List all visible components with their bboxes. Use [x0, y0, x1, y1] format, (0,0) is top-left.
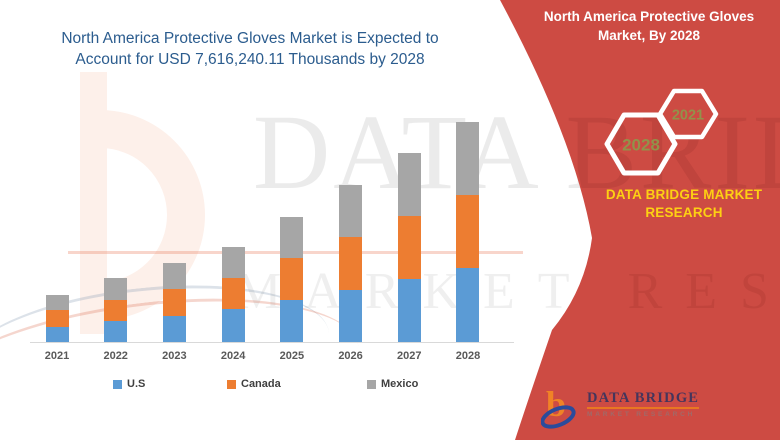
bar-segment-mexico-2027	[397, 153, 421, 217]
bar-2028	[456, 122, 480, 342]
logo-underline-icon	[587, 407, 700, 409]
bar-segment-us-2028	[456, 268, 480, 342]
bar-segment-canada-2024	[221, 278, 245, 310]
chart-title: North America Protective Gloves Market i…	[15, 28, 485, 70]
bar-segment-mexico-2021	[45, 295, 69, 311]
bar-segment-canada-2026	[339, 237, 363, 291]
bar-segment-us-2024	[221, 309, 245, 342]
bar-segment-canada-2021	[45, 310, 69, 328]
legend-swatch-icon	[367, 379, 376, 389]
data-bridge-logo-icon: b	[541, 384, 576, 429]
bar-segment-us-2027	[397, 279, 421, 342]
bar-segment-canada-2028	[456, 195, 480, 268]
x-axis-label-2022: 2022	[103, 350, 128, 362]
bar-segment-mexico-2022	[104, 278, 128, 301]
bar-2023	[162, 263, 186, 342]
bar-2026	[339, 185, 363, 342]
legend-swatch-icon	[227, 379, 236, 389]
bar-segment-us-2025	[280, 300, 304, 342]
x-axis-label-2023: 2023	[162, 350, 187, 362]
hexagon-2028-label: 2028	[622, 136, 660, 155]
x-axis-label-2028: 2028	[455, 350, 481, 362]
legend-label: Mexico	[381, 378, 419, 390]
bar-segment-us-2026	[339, 290, 363, 342]
svg-text:b: b	[546, 384, 566, 424]
bar-segment-us-2022	[104, 321, 128, 342]
bar-2027	[397, 153, 421, 342]
brand-name-line1: DATA BRIDGE MARKET	[605, 187, 763, 202]
bar-segment-mexico-2023	[162, 263, 186, 290]
legend-item-us: U.S	[113, 378, 145, 390]
chart-title-line1: North America Protective Gloves Market i…	[61, 30, 439, 47]
logo-subtitle: MARKET RESEARCH	[587, 411, 696, 418]
legend-label: Canada	[241, 378, 281, 390]
x-axis-label-2027: 2027	[397, 350, 422, 362]
legend-swatch-icon	[113, 379, 122, 389]
bar-2024	[221, 247, 245, 342]
bar-segment-us-2021	[45, 327, 69, 342]
bar-segment-canada-2027	[397, 216, 421, 280]
bar-segment-mexico-2025	[280, 217, 304, 259]
legend-item-mexico: Mexico	[367, 378, 418, 390]
bar-segment-canada-2025	[280, 258, 304, 301]
x-axis-label-2026: 2026	[338, 350, 363, 362]
hexagon-2021-label: 2021	[672, 108, 704, 124]
footer-logo: b DATA BRIDGE MARKET RESEARCH	[541, 383, 700, 429]
x-axis-label-2025: 2025	[279, 350, 305, 362]
bar-2021	[45, 295, 69, 342]
bar-2025	[280, 217, 304, 342]
legend-item-canada: Canada	[227, 378, 281, 390]
x-axis-label-2024: 2024	[220, 350, 246, 362]
bar-segment-canada-2023	[162, 289, 186, 317]
logo-wordmark: DATA BRIDGE	[587, 390, 700, 406]
bar-segment-canada-2022	[104, 300, 128, 322]
chart-title-line2: Account for USD 7,616,240.11 Thousands b…	[75, 51, 425, 68]
brand-name-line2: RESEARCH	[645, 204, 723, 220]
x-axis-label-2021: 2021	[44, 350, 70, 362]
brand-name: DATA BRIDGE MARKET RESEARCH	[598, 186, 770, 221]
bar-segment-mexico-2024	[221, 247, 245, 279]
legend-label: U.S	[127, 378, 146, 390]
x-axis-line	[30, 342, 514, 343]
bar-2022	[104, 278, 128, 342]
bar-segment-mexico-2026	[339, 185, 363, 238]
bar-segment-us-2023	[162, 316, 186, 342]
bar-segment-mexico-2028	[456, 122, 480, 196]
